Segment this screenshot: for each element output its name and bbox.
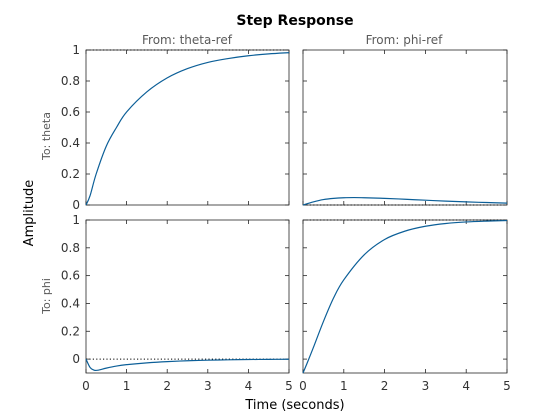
x-tick-label: 5	[285, 379, 293, 393]
x-tick-label: 0	[299, 379, 307, 393]
y-tick-label: 1	[72, 213, 80, 227]
subplot-axes-box	[85, 49, 290, 206]
subplot-axes-box	[302, 219, 508, 374]
y-tick-label: 0.4	[61, 136, 80, 150]
x-tick-label: 5	[503, 379, 511, 393]
x-tick-label: 1	[340, 379, 348, 393]
step-response-curve	[302, 196, 508, 206]
column-title-theta-ref: From: theta-ref	[142, 33, 233, 47]
y-tick-label: 0.4	[61, 296, 80, 310]
y-tick-label: 0	[72, 198, 80, 212]
y-axis-label: Amplitude	[22, 180, 37, 247]
y-tick-label: 0.6	[61, 269, 80, 283]
x-tick-label: 4	[245, 379, 253, 393]
x-tick-label: 2	[163, 379, 171, 393]
row-label-phi: To: phi	[40, 278, 53, 315]
subplot-axes-box	[302, 49, 508, 206]
step-response-curve	[85, 52, 290, 206]
x-axis-label: Time (seconds)	[244, 398, 344, 413]
step-response-curve	[85, 358, 290, 372]
subplot-1-1: 0 1 2 3 4 5	[299, 219, 511, 393]
y-tick-label: 0.2	[61, 167, 80, 181]
column-title-phi-ref: From: phi-ref	[366, 33, 444, 47]
x-tick-label: 3	[422, 379, 430, 393]
y-tick-label: 0.8	[61, 74, 80, 88]
y-tick-label: 0.6	[61, 105, 80, 119]
x-tick-label: 0	[82, 379, 90, 393]
chart-title: Step Response	[236, 13, 353, 29]
step-response-curve	[302, 219, 508, 374]
x-tick-label: 4	[462, 379, 470, 393]
y-tick-label: 0	[72, 352, 80, 366]
y-tick-label: 0.8	[61, 241, 80, 255]
subplot-axes-box	[85, 219, 290, 374]
x-tick-label: 2	[381, 379, 389, 393]
row-label-theta: To: theta	[40, 112, 53, 161]
y-tick-label: 0.2	[61, 324, 80, 338]
subplot-0-0: 0 0.2 0.4 0.6 0.8 1	[61, 43, 290, 212]
x-tick-label: 3	[204, 379, 212, 393]
x-tick-label: 1	[123, 379, 131, 393]
subplot-1-0: 0 0.2 0.4 0.6 0.8 1 0 1 2 3 4 5	[61, 213, 293, 393]
subplot-0-1	[302, 49, 508, 206]
y-tick-label: 1	[72, 43, 80, 57]
